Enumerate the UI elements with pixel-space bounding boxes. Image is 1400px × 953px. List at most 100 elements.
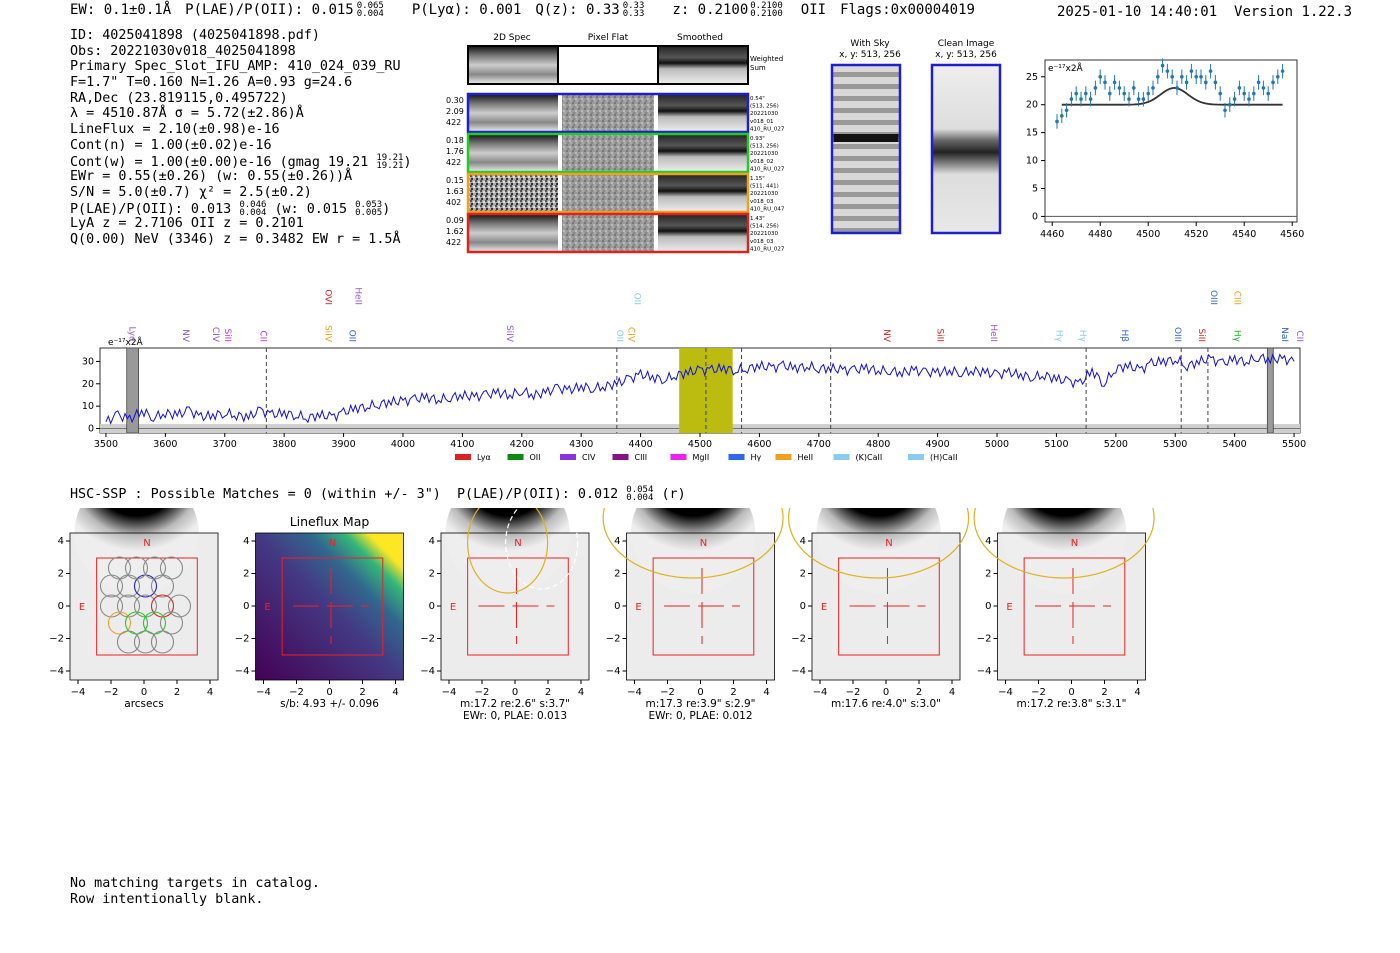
col-title-smoothed: Smoothed <box>677 33 723 43</box>
zoom-data-point <box>1074 91 1078 96</box>
cutout-smoothed <box>658 214 748 252</box>
emission-line-label: Hγ <box>1232 330 1242 343</box>
cutout-row: 0.30 2.09 422 0.54" (513, 256)20221030 v018_0… <box>446 92 785 134</box>
emission-line-label: SiIV <box>504 325 514 343</box>
emission-line-label: OII <box>632 293 642 305</box>
cutout-left-value: 0.15 <box>446 176 464 185</box>
east-label: E <box>1006 602 1012 613</box>
footer-line1: No matching targets in catalog. <box>70 876 320 891</box>
zoom-data-point <box>1122 91 1126 96</box>
legend-label: HeII <box>798 453 814 462</box>
cutout-left-value: 422 <box>446 118 461 127</box>
galaxy-blob <box>630 508 756 593</box>
east-label: E <box>635 602 641 613</box>
full-spectrum-chart: 3500 3600 3700 3800 3900 4000 4100 4200 4300 4400… <box>82 287 1306 462</box>
spectrum-y-tick-label: 10 <box>82 401 94 412</box>
panel-xlabel: s/b: 4.93 +/- 0.096 <box>280 698 379 710</box>
timestamp-version: 2025-01-10 14:40:01 Version 1.22.3 <box>1057 4 1353 20</box>
panel-x-tick-label: −2 <box>475 687 490 698</box>
with-sky-title: With Sky <box>850 39 890 49</box>
cutout-left-value: 0.18 <box>446 136 464 145</box>
north-label: N <box>1071 538 1078 549</box>
panel-x-tick-label: −2 <box>104 687 119 698</box>
fiber-circle <box>107 556 132 580</box>
panel-x-tick-label: −2 <box>846 687 861 698</box>
galaxy-blob <box>445 508 570 593</box>
spectrum-x-tick-label: 4500 <box>688 439 712 450</box>
panel-x-tick-label: −2 <box>660 687 675 698</box>
cutout-frame <box>466 172 750 214</box>
cutout-left-value: 2.09 <box>446 107 464 116</box>
panel-y-tick-label: 0 <box>429 601 435 612</box>
aperture-box <box>1023 557 1126 656</box>
panel-y-tick-label: −2 <box>791 634 806 645</box>
panel-x-tick-label: 4 <box>392 687 398 698</box>
panel-xlabel: m:17.2 re:3.8" s:3.1" <box>1017 698 1127 710</box>
zoom-y-tick-label: 15 <box>1026 128 1038 139</box>
spectrum-x-tick-label: 5500 <box>1282 439 1306 450</box>
spectra-cutouts: 2D Spec Pixel Flat Smoothed Weighted Sum … <box>446 33 785 254</box>
zoom-data-point <box>1060 114 1064 118</box>
clean-image-xy: x, y: 513, 256 <box>935 50 997 60</box>
info-radec: RA,Dec (23.819115,0.495722) <box>70 90 288 106</box>
panel-x-tick-label: −4 <box>256 687 271 698</box>
panel-x-tick-label: 2 <box>1101 687 1107 698</box>
emission-line-label: NV <box>180 329 190 343</box>
zoom-data-point <box>1088 97 1093 101</box>
zoom-x-tick-label: 4460 <box>1040 229 1064 237</box>
cutout-left-value: 1.76 <box>446 147 464 156</box>
fiber-circle <box>150 630 175 654</box>
cutout-right-value: (513, 256) <box>750 104 779 110</box>
flags-label: Flags:0x00004019 <box>840 2 975 18</box>
panel-y-tick-label: 4 <box>243 536 249 547</box>
emission-line-label: CIV <box>210 327 220 343</box>
spectrum-x-tick-label: 5400 <box>1223 439 1247 450</box>
panel-y-tick-label: 2 <box>429 569 435 580</box>
panel-y-tick-label: 4 <box>429 536 435 547</box>
galaxy-ellipse <box>973 508 1155 579</box>
spectrum-x-tick-label: 4600 <box>747 439 771 450</box>
zoom-data-point <box>1199 74 1203 79</box>
zoom-data-point <box>1084 91 1088 96</box>
spectrum-x-tick-label: 4700 <box>807 439 831 450</box>
panel-y-tick-label: 2 <box>58 569 64 580</box>
ew-label: EW: 0.1±0.1Å <box>70 2 172 18</box>
detection-info: ID: 4025041898 (4025041898.pdf) Obs: 202… <box>70 28 412 248</box>
zoom-y-tick-label: 0 <box>1032 211 1038 222</box>
clean-image-title: Clean Image <box>938 39 995 49</box>
cutout-row: 0.15 1.63 402 1.15" (511, 441)20221030 v018_0… <box>446 172 785 214</box>
legend-label: OII <box>530 453 541 462</box>
cutout-smoothed <box>658 94 748 132</box>
east-label: E <box>264 602 270 613</box>
emission-line-label: Hγ <box>1077 330 1087 343</box>
panel-y-tick-label: 2 <box>614 569 620 580</box>
aperture-box <box>96 557 198 656</box>
panel-x-tick-label: 4 <box>763 687 769 698</box>
legend-swatch <box>455 454 471 460</box>
panel-y-tick-label: 2 <box>985 569 991 580</box>
north-label: N <box>143 538 150 549</box>
zoom-data-point <box>1132 86 1136 90</box>
cutout-left-value: 1.62 <box>446 227 464 236</box>
legend-label: CIII <box>635 453 648 462</box>
spectrum-masked-band <box>1266 347 1274 434</box>
zoom-y-tick-label: 5 <box>1032 183 1038 194</box>
panel-x-tick-label: 0 <box>1068 687 1074 698</box>
emission-line-label: NaI <box>1279 327 1289 342</box>
cutout-left-value: 0.09 <box>446 216 464 225</box>
fiber-circle <box>167 594 192 618</box>
zoom-y-axis-label: e⁻¹⁷x2Å <box>1048 62 1084 74</box>
legend-label: MgII <box>693 453 710 462</box>
legend-label: Lyα <box>477 453 491 462</box>
zoom-x-tick-label: 4540 <box>1232 229 1256 237</box>
cutout-left-value: 402 <box>446 198 461 207</box>
spectrum-x-tick-label: 5100 <box>1044 439 1068 450</box>
panel-y-tick-label: 4 <box>985 536 991 547</box>
aperture-box <box>281 557 384 656</box>
cutout-right-value: v018_03 <box>750 239 774 245</box>
zoom-x-tick-label: 4520 <box>1184 229 1208 237</box>
panel-y-tick-label: 0 <box>800 601 806 612</box>
